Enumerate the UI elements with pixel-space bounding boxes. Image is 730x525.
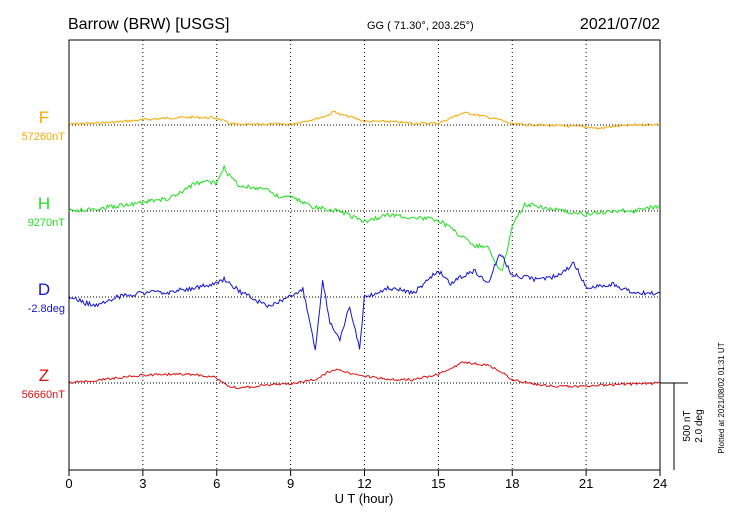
x-tick-label: 18 bbox=[505, 476, 519, 491]
x-tick-label: 9 bbox=[287, 476, 294, 491]
coordinates-label: GG ( 71.30°, 203.25°) bbox=[367, 20, 474, 32]
series-baseline-label: 56660nT bbox=[22, 389, 66, 401]
x-axis-label: U T (hour) bbox=[335, 491, 394, 506]
x-tick-label: 0 bbox=[65, 476, 72, 491]
series-name-h: H bbox=[38, 194, 50, 213]
series-name-z: Z bbox=[39, 366, 49, 385]
series-line-h bbox=[68, 164, 661, 271]
scale-nt-label: 500 nT bbox=[682, 410, 693, 441]
series-baseline-label: 9270nT bbox=[28, 217, 66, 229]
series-line-z bbox=[68, 361, 661, 390]
series-baseline-label: -2.8deg bbox=[28, 303, 65, 315]
plotted-timestamp: Plotted at 2021/08/02 01:31 UT bbox=[717, 342, 726, 453]
date-label: 2021/07/02 bbox=[580, 16, 660, 33]
x-tick-label: 6 bbox=[213, 476, 220, 491]
series-line-d bbox=[68, 253, 661, 351]
scale-bar bbox=[660, 382, 688, 470]
x-tick-label: 21 bbox=[579, 476, 593, 491]
x-tick-label: 3 bbox=[139, 476, 146, 491]
series-baseline-label: 57260nT bbox=[22, 131, 66, 143]
station-title: Barrow (BRW) [USGS] bbox=[68, 16, 230, 33]
x-tick-label: 15 bbox=[431, 476, 445, 491]
series-name-d: D bbox=[38, 280, 50, 299]
x-tick-label: 12 bbox=[357, 476, 371, 491]
series-name-f: F bbox=[39, 108, 49, 127]
scale-deg-label: 2.0 deg bbox=[694, 409, 705, 442]
x-tick-label: 24 bbox=[653, 476, 667, 491]
series-line-f bbox=[68, 110, 661, 130]
